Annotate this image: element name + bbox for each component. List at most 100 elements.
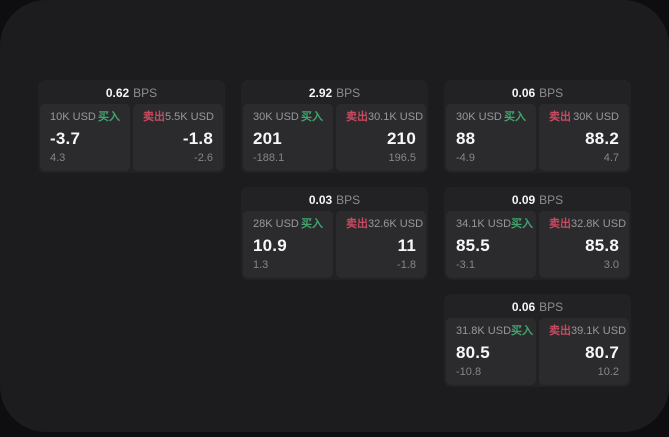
sell-sub-value: 3.0 bbox=[603, 259, 619, 271]
sell-tag: 卖出 bbox=[549, 218, 571, 230]
spread-unit: BPS bbox=[336, 86, 361, 100]
quote-panels: 10K USD 买入 -3.7 4.3 卖出 5.5K USD -1.8 -2.… bbox=[40, 104, 223, 171]
spread-unit: BPS bbox=[539, 300, 564, 314]
sell-top-row: 卖出 30K USD bbox=[549, 111, 619, 124]
quote-card-5: 0.09 BPS 34.1K USD 买入 85.5 -3.1 卖出 32.8K… bbox=[444, 187, 631, 280]
buy-panel[interactable]: 31.8K USD 买入 80.5 -10.8 bbox=[446, 318, 536, 385]
spread-header: 0.09 BPS bbox=[446, 189, 629, 211]
buy-price: 80.5 bbox=[456, 342, 490, 362]
buy-panel[interactable]: 10K USD 买入 -3.7 4.3 bbox=[40, 104, 130, 171]
sell-sub-value: 4.7 bbox=[603, 152, 619, 164]
buy-panel[interactable]: 30K USD 买入 201 -188.1 bbox=[243, 104, 333, 171]
buy-amount: 28K USD bbox=[253, 218, 299, 230]
quote-card-4: 0.03 BPS 28K USD 买入 10.9 1.3 卖出 32.6K US… bbox=[241, 187, 428, 280]
sell-tag: 卖出 bbox=[549, 325, 571, 337]
buy-sub-value: -188.1 bbox=[253, 152, 285, 164]
sell-price: 80.7 bbox=[585, 342, 619, 362]
sell-amount: 30K USD bbox=[573, 111, 619, 123]
spread-unit: BPS bbox=[133, 86, 158, 100]
sell-top-row: 卖出 30.1K USD bbox=[346, 111, 423, 124]
sell-panel[interactable]: 卖出 30K USD 88.2 4.7 bbox=[539, 104, 629, 171]
sell-top-row: 卖出 32.8K USD bbox=[549, 218, 626, 231]
spread-value: 0.09 bbox=[511, 193, 536, 207]
spread-value: 0.06 bbox=[511, 86, 536, 100]
quote-panels: 28K USD 买入 10.9 1.3 卖出 32.6K USD 11 -1.8 bbox=[243, 211, 426, 278]
buy-top-row: 30K USD 买入 bbox=[253, 111, 323, 124]
sell-top-row: 卖出 32.6K USD bbox=[346, 218, 423, 231]
sell-price: 88.2 bbox=[585, 128, 619, 148]
buy-tag: 买入 bbox=[504, 111, 526, 123]
buy-top-row: 30K USD 买入 bbox=[456, 111, 526, 124]
sell-panel[interactable]: 卖出 39.1K USD 80.7 10.2 bbox=[539, 318, 629, 385]
spread-unit: BPS bbox=[539, 86, 564, 100]
buy-tag: 买入 bbox=[511, 218, 534, 230]
sell-panel[interactable]: 卖出 32.6K USD 11 -1.8 bbox=[336, 211, 426, 278]
sell-price: -1.8 bbox=[182, 128, 213, 148]
quote-panels: 30K USD 买入 88 -4.9 卖出 30K USD 88.2 4.7 bbox=[446, 104, 629, 171]
sell-sub-value: -1.8 bbox=[397, 259, 416, 271]
sell-sub-value: -2.6 bbox=[194, 152, 213, 164]
buy-price: 10.9 bbox=[253, 235, 287, 255]
buy-price: 85.5 bbox=[456, 235, 490, 255]
buy-amount: 10K USD bbox=[50, 111, 96, 123]
sell-price: 85.8 bbox=[585, 235, 619, 255]
quote-card-3: 0.06 BPS 30K USD 买入 88 -4.9 卖出 30K USD bbox=[444, 80, 631, 173]
spread-header: 0.06 BPS bbox=[446, 296, 629, 318]
buy-top-row: 31.8K USD 买入 bbox=[456, 325, 533, 338]
buy-top-row: 10K USD 买入 bbox=[50, 111, 120, 124]
spread-header: 0.03 BPS bbox=[243, 189, 426, 211]
buy-sub-value: 4.3 bbox=[50, 152, 66, 164]
sell-amount: 32.6K USD bbox=[368, 218, 424, 230]
spread-unit: BPS bbox=[539, 193, 564, 207]
spread-header: 0.62 BPS bbox=[40, 82, 223, 104]
sell-price: 210 bbox=[387, 128, 416, 148]
buy-sub-value: -3.1 bbox=[456, 259, 475, 271]
spread-header: 2.92 BPS bbox=[243, 82, 426, 104]
sell-tag: 卖出 bbox=[346, 111, 368, 123]
sell-tag: 卖出 bbox=[143, 111, 165, 123]
buy-tag: 买入 bbox=[511, 325, 534, 337]
buy-top-row: 34.1K USD 买入 bbox=[456, 218, 533, 231]
buy-price: 201 bbox=[253, 128, 282, 148]
sell-top-row: 卖出 5.5K USD bbox=[143, 111, 214, 124]
spread-value: 2.92 bbox=[308, 86, 333, 100]
quote-card-1: 0.62 BPS 10K USD 买入 -3.7 4.3 卖出 5.5K USD bbox=[38, 80, 225, 173]
sell-amount: 39.1K USD bbox=[571, 325, 627, 337]
buy-sub-value: 1.3 bbox=[253, 259, 269, 271]
buy-price: 88 bbox=[456, 128, 476, 148]
sell-top-row: 卖出 39.1K USD bbox=[549, 325, 626, 338]
quote-panels: 34.1K USD 买入 85.5 -3.1 卖出 32.8K USD 85.8… bbox=[446, 211, 629, 278]
buy-sub-value: -4.9 bbox=[456, 152, 475, 164]
buy-amount: 30K USD bbox=[456, 111, 502, 123]
buy-panel[interactable]: 28K USD 买入 10.9 1.3 bbox=[243, 211, 333, 278]
sell-panel[interactable]: 卖出 32.8K USD 85.8 3.0 bbox=[539, 211, 629, 278]
buy-top-row: 28K USD 买入 bbox=[253, 218, 323, 231]
spread-header: 0.06 BPS bbox=[446, 82, 629, 104]
quote-cards-grid: 0.62 BPS 10K USD 买入 -3.7 4.3 卖出 5.5K USD bbox=[38, 80, 631, 387]
sell-panel[interactable]: 卖出 30.1K USD 210 196.5 bbox=[336, 104, 426, 171]
sell-amount: 32.8K USD bbox=[571, 218, 627, 230]
spread-value: 0.62 bbox=[105, 86, 130, 100]
buy-tag: 买入 bbox=[98, 111, 120, 123]
buy-price: -3.7 bbox=[50, 128, 81, 148]
buy-panel[interactable]: 30K USD 买入 88 -4.9 bbox=[446, 104, 536, 171]
buy-panel[interactable]: 34.1K USD 买入 85.5 -3.1 bbox=[446, 211, 536, 278]
sell-price: 11 bbox=[397, 235, 416, 255]
buy-sub-value: -10.8 bbox=[456, 366, 482, 378]
quote-panels: 30K USD 买入 201 -188.1 卖出 30.1K USD 210 1… bbox=[243, 104, 426, 171]
spread-value: 0.03 bbox=[308, 193, 333, 207]
buy-tag: 买入 bbox=[301, 218, 323, 230]
sell-amount: 30.1K USD bbox=[368, 111, 424, 123]
quote-card-6: 0.06 BPS 31.8K USD 买入 80.5 -10.8 卖出 39.1… bbox=[444, 294, 631, 387]
buy-amount: 31.8K USD bbox=[456, 325, 512, 337]
spread-value: 0.06 bbox=[511, 300, 536, 314]
sell-sub-value: 196.5 bbox=[388, 152, 416, 164]
sell-panel[interactable]: 卖出 5.5K USD -1.8 -2.6 bbox=[133, 104, 223, 171]
sell-amount: 5.5K USD bbox=[165, 111, 214, 123]
buy-tag: 买入 bbox=[301, 111, 323, 123]
sell-tag: 卖出 bbox=[549, 111, 571, 123]
sell-sub-value: 10.2 bbox=[597, 366, 619, 378]
spread-unit: BPS bbox=[336, 193, 361, 207]
buy-amount: 34.1K USD bbox=[456, 218, 512, 230]
